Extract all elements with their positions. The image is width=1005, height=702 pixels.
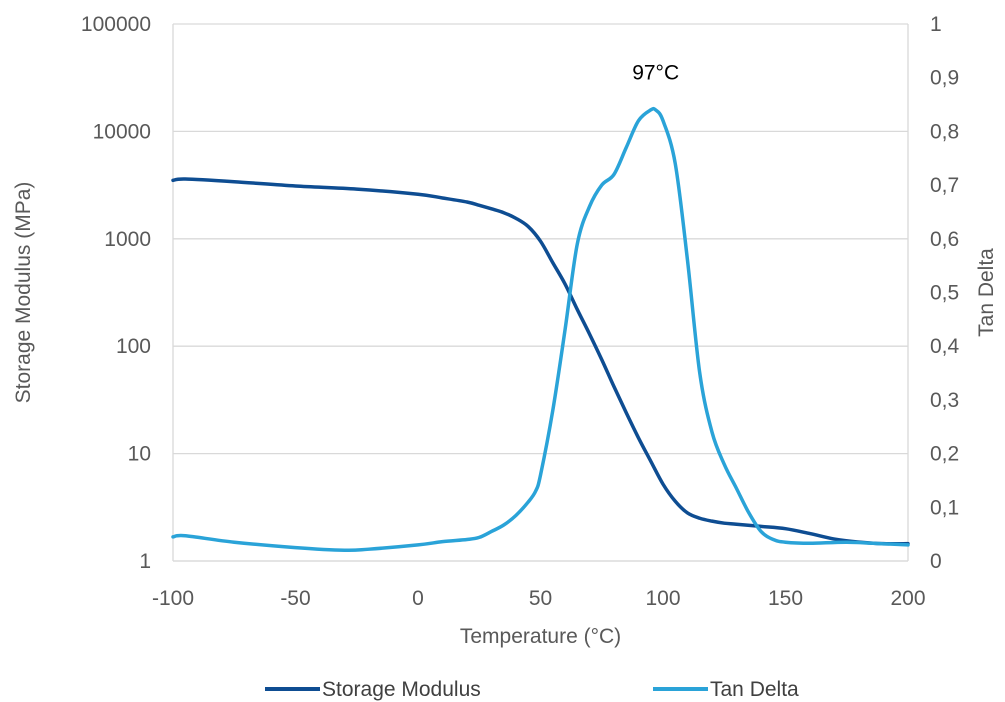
- series-line-storage-modulus: [171, 177, 910, 546]
- axes: [172, 24, 909, 562]
- y2-tick-label: 0,3: [930, 389, 959, 412]
- legend-label-storage-modulus: Storage Modulus: [322, 678, 481, 701]
- y-tick-label: 1: [139, 550, 151, 573]
- y2-tick-label: 0,4: [930, 335, 960, 358]
- x-tick-label: 50: [529, 587, 552, 610]
- y2-tick-label: 0,2: [930, 443, 959, 466]
- y-tick-label: 100: [116, 335, 151, 358]
- x-tick-label: -50: [280, 587, 310, 610]
- y2-axis-title: Tan Delta: [975, 248, 998, 337]
- x-tick-label: -100: [152, 587, 194, 610]
- y2-tick-label: 0,9: [930, 67, 959, 90]
- y-tick-label: 100000: [81, 13, 151, 36]
- y2-tick-label: 0,6: [930, 228, 959, 251]
- x-axis-title: Temperature (°C): [460, 625, 621, 648]
- y-tick-label: 10000: [93, 120, 151, 143]
- legend: Storage Modulus Tan Delta: [265, 678, 799, 701]
- peak-annotation: 97°C: [632, 61, 679, 84]
- series-line-tan-delta: [171, 106, 910, 553]
- y-tick-label: 1000: [104, 228, 151, 251]
- x-tick-label: 100: [645, 587, 680, 610]
- x-tick-label: 150: [768, 587, 803, 610]
- y2-tick-label: 0,7: [930, 174, 959, 197]
- x-tick-label: 200: [890, 587, 925, 610]
- y2-tick-label: 1: [930, 13, 942, 36]
- legend-label-tan-delta: Tan Delta: [710, 678, 799, 701]
- y2-tick-label: 0: [930, 550, 942, 573]
- y2-tick-label: 0,1: [930, 496, 959, 519]
- y-tick-label: 10: [128, 443, 151, 466]
- y2-tick-label: 0,8: [930, 120, 959, 143]
- x-tick-label: 0: [412, 587, 424, 610]
- y-axis-title: Storage Modulus (MPa): [12, 182, 35, 404]
- tick-labels: 11010010001000010000000,10,20,30,40,50,6…: [81, 13, 960, 610]
- y2-tick-label: 0,5: [930, 282, 959, 305]
- series-lines: [171, 106, 910, 553]
